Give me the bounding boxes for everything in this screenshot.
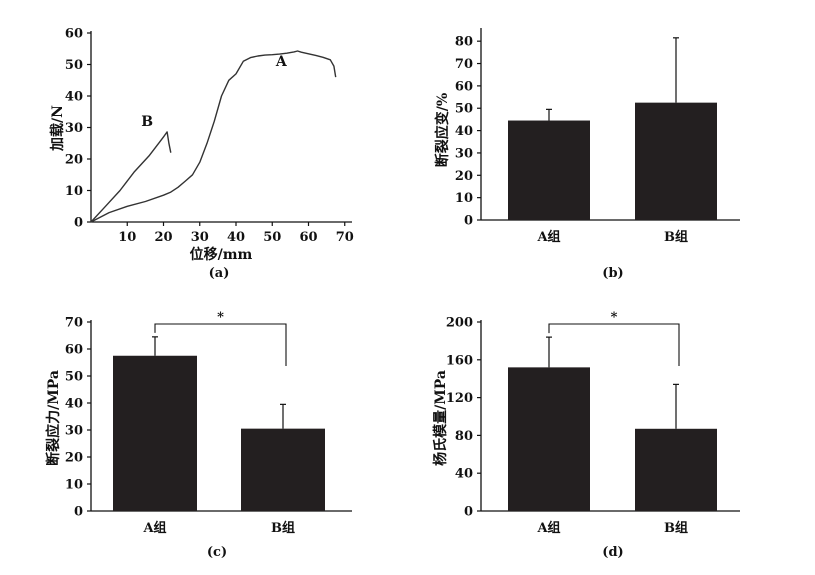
chart-b-category-label-1: B组 bbox=[664, 229, 688, 245]
chart-b-bar-0 bbox=[508, 120, 590, 220]
chart-a-xtick-label: 10 bbox=[118, 230, 136, 245]
chart-d-bar-0 bbox=[508, 367, 590, 511]
chart-b-ytick-label: 80 bbox=[455, 35, 473, 50]
chart-a-ytick-label: 40 bbox=[65, 90, 83, 105]
chart-d-ytick-label: 200 bbox=[446, 316, 473, 331]
chart-a-ylabel: 加载/N bbox=[49, 105, 66, 152]
chart-d-significance-bracket bbox=[548, 323, 680, 366]
chart-c-ytick-label: 50 bbox=[65, 370, 83, 385]
chart-b-ytick-label: 60 bbox=[455, 79, 473, 94]
chart-a-xtick-label: 50 bbox=[263, 230, 281, 245]
chart-d-category-label-0: A组 bbox=[536, 520, 560, 536]
chart-c-ytick-label: 20 bbox=[65, 451, 83, 466]
chart-a-panel-label: (a) bbox=[209, 266, 230, 281]
chart-a-ytick-label: 10 bbox=[65, 184, 83, 199]
chart-a-ytick-label: 30 bbox=[65, 121, 83, 136]
chart-c-ytick-label: 70 bbox=[65, 316, 83, 331]
chart-b-ytick-label: 70 bbox=[455, 57, 473, 72]
chart-a-xlabel: 位移/mm bbox=[190, 246, 253, 263]
chart-c-ytick-label: 40 bbox=[65, 397, 83, 412]
chart-d-ytick-label: 40 bbox=[455, 467, 473, 482]
chart-c-plot-area: 0 10 20 30 40 50 60 70 A组 B组 * bbox=[65, 310, 352, 536]
chart-b-plot-area: 0 10 20 30 40 50 60 70 80 A组 B组 bbox=[455, 28, 740, 245]
chart-a-series-label-B: B bbox=[141, 114, 153, 130]
chart-b-category-label-0: A组 bbox=[536, 229, 560, 245]
chart-c-category-label-1: B组 bbox=[271, 520, 295, 536]
chart-d-plot-area: 0 40 80 120 160 200 A组 B组 * bbox=[446, 310, 740, 536]
chart-c: 0 10 20 30 40 50 60 70 A组 B组 * 断裂应力/MPa (c) bbox=[45, 310, 352, 560]
chart-a-ytick-label: 20 bbox=[65, 153, 83, 168]
chart-d-ytick-label: 80 bbox=[455, 429, 473, 444]
chart-c-bar-0 bbox=[113, 355, 197, 511]
chart-c-significance-bracket bbox=[154, 323, 287, 366]
chart-a-xtick-label: 40 bbox=[227, 230, 245, 245]
chart-d: 0 40 80 120 160 200 A组 B组 * 杨氏模量/MPa (d) bbox=[432, 310, 740, 560]
chart-c-ytick-label: 60 bbox=[65, 343, 83, 358]
chart-d-category-label-1: B组 bbox=[664, 520, 688, 536]
chart-a-series-B-line bbox=[90, 131, 172, 223]
chart-c-ytick-label: 10 bbox=[65, 478, 83, 493]
chart-b-ytick-label: 40 bbox=[455, 124, 473, 139]
chart-d-ytick-label: 120 bbox=[446, 391, 473, 406]
chart-d-bar-1 bbox=[635, 428, 717, 511]
chart-b-panel-label: (b) bbox=[602, 266, 623, 281]
chart-d-ylabel: 杨氏模量/MPa bbox=[432, 370, 449, 466]
chart-a-xtick-label: 60 bbox=[299, 230, 317, 245]
chart-a-xtick-label: 70 bbox=[336, 230, 354, 245]
chart-b-bar-1 bbox=[635, 102, 717, 220]
chart-a-series-A-line bbox=[90, 50, 337, 223]
chart-a-series-label-A: A bbox=[275, 54, 288, 70]
chart-c-ytick-label: 30 bbox=[65, 424, 83, 439]
chart-d-ytick-label: 160 bbox=[446, 353, 473, 368]
chart-a: 0 10 20 30 40 50 60 10 20 30 40 50 60 70 A B 位移/mm 加载/N… bbox=[49, 27, 354, 282]
chart-c-ytick-label: 0 bbox=[74, 505, 83, 520]
chart-b-ytick-label: 50 bbox=[455, 102, 473, 117]
chart-c-panel-label: (c) bbox=[207, 545, 227, 560]
chart-a-plot-area: 0 10 20 30 40 50 60 10 20 30 40 50 60 70 A B bbox=[65, 27, 354, 246]
chart-c-bar-1 bbox=[241, 428, 325, 511]
chart-a-ytick-label: 0 bbox=[74, 216, 83, 231]
chart-b-ytick-label: 10 bbox=[455, 191, 473, 206]
chart-b-ytick-label: 0 bbox=[464, 214, 473, 229]
chart-d-ytick-label: 0 bbox=[464, 505, 473, 520]
chart-c-ylabel: 断裂应力/MPa bbox=[45, 370, 62, 466]
chart-b: 0 10 20 30 40 50 60 70 80 A组 B组 断裂应变/% (b) bbox=[434, 28, 740, 281]
chart-d-significance-marker: * bbox=[611, 310, 618, 325]
chart-c-category-label-0: A组 bbox=[142, 520, 166, 536]
chart-a-ytick-label: 60 bbox=[65, 27, 83, 42]
chart-b-ytick-label: 30 bbox=[455, 146, 473, 161]
chart-a-ytick-label: 50 bbox=[65, 58, 83, 73]
chart-b-ytick-label: 20 bbox=[455, 169, 473, 184]
chart-d-panel-label: (d) bbox=[602, 545, 623, 560]
chart-c-significance-marker: * bbox=[217, 310, 224, 325]
chart-a-xtick-label: 30 bbox=[191, 230, 209, 245]
chart-b-ylabel: 断裂应变/% bbox=[434, 93, 451, 167]
chart-a-xtick-label: 20 bbox=[154, 230, 172, 245]
